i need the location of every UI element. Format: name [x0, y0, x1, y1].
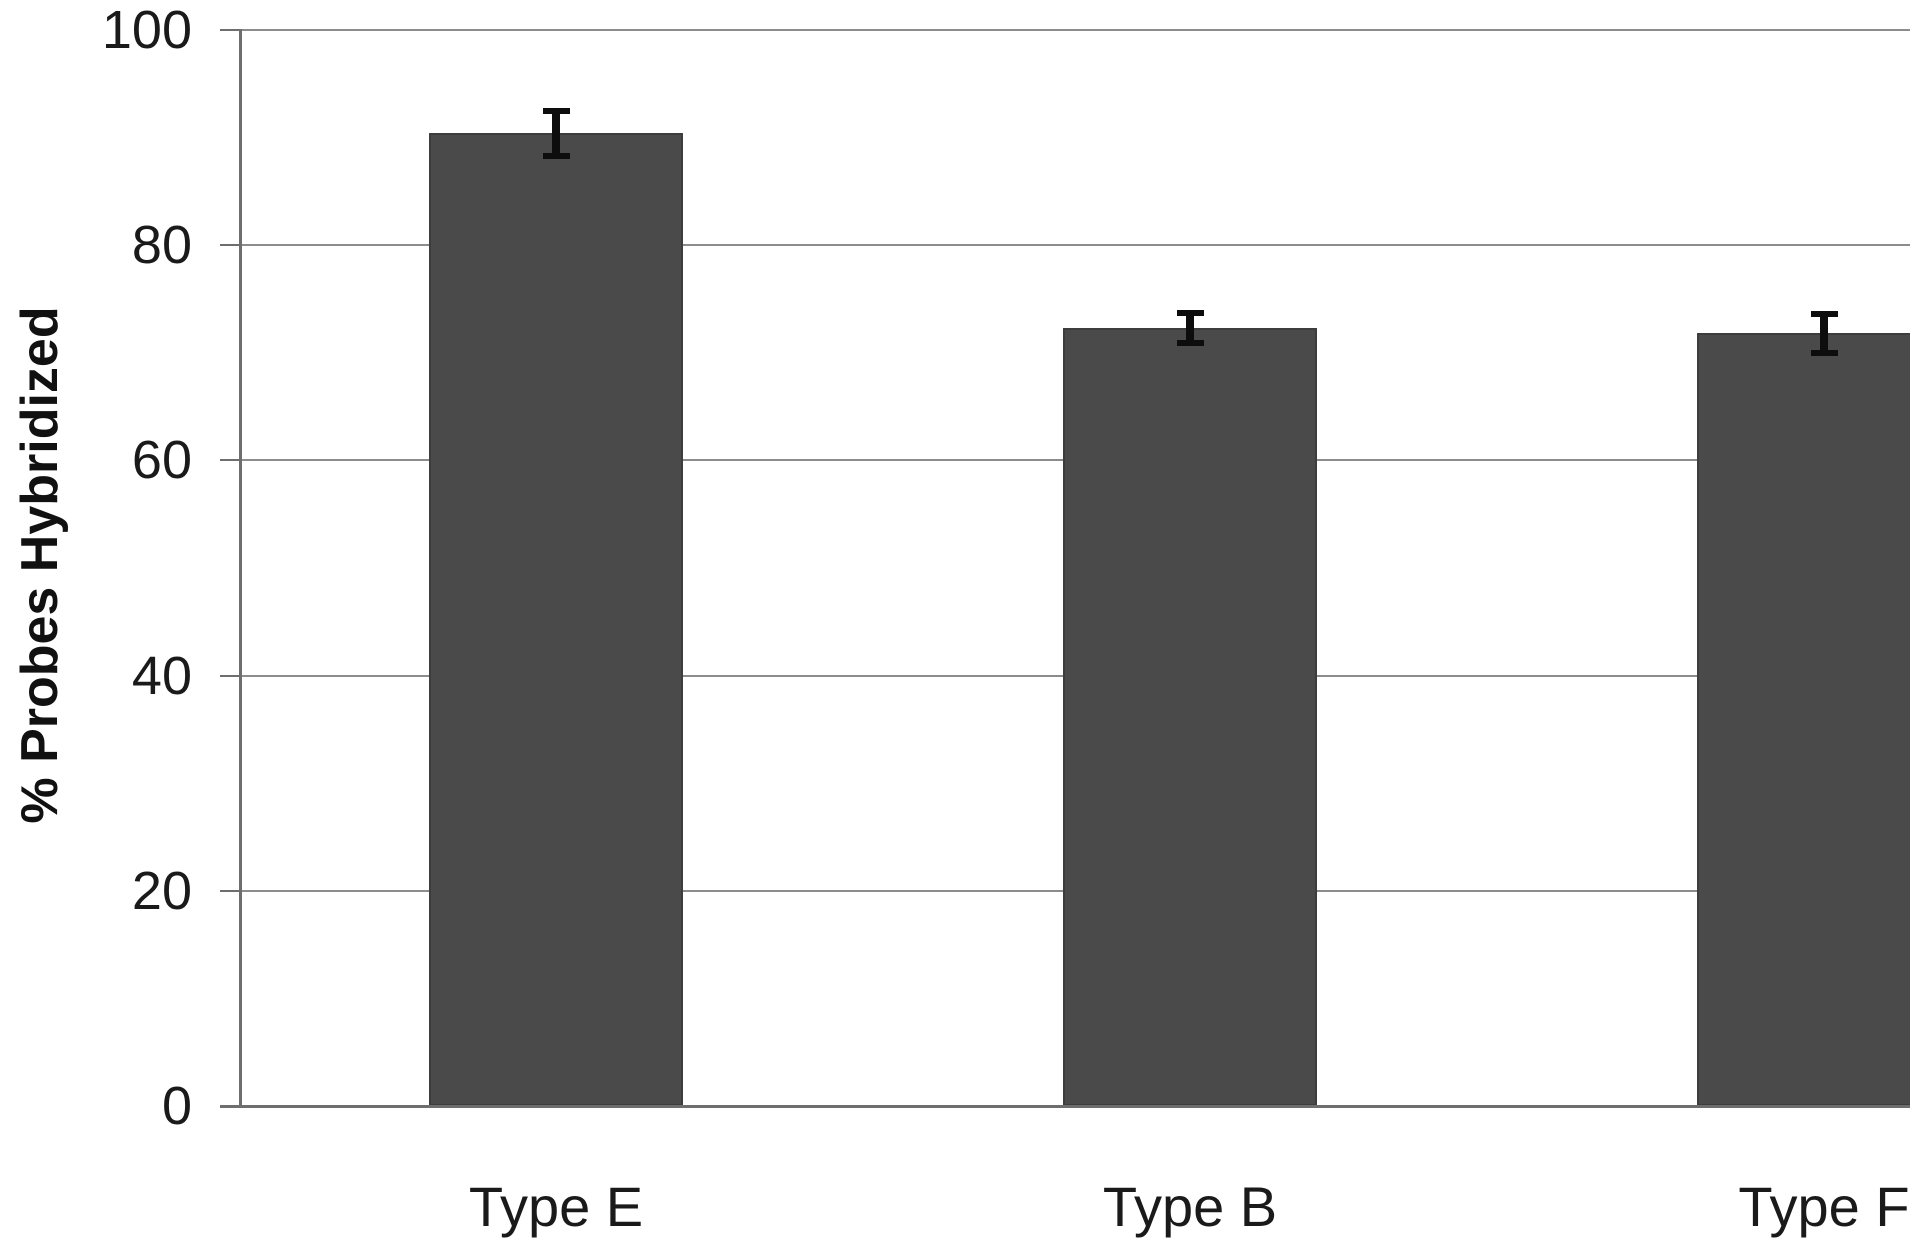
error-bar-top-cap [542, 107, 570, 114]
error-bar-stroke [1820, 314, 1828, 353]
y-tick-label-40: 40 [131, 645, 192, 706]
y-tick-label-0: 0 [161, 1076, 192, 1136]
x-category-label-type-f: Type F [1738, 1175, 1910, 1238]
plot-area [240, 28, 1910, 1106]
gridline-100 [240, 29, 1910, 31]
y-tick-100 [220, 29, 240, 31]
error-bar-stroke [1186, 312, 1194, 344]
x-category-label-type-e: Type E [468, 1175, 644, 1238]
error-bar-bottom-cap [1176, 340, 1204, 347]
y-tick-label-60: 60 [131, 430, 192, 491]
bar-type-b [1063, 328, 1317, 1106]
y-tick-label-100: 100 [101, 0, 192, 60]
y-axis-title: % Probes Hybridized [11, 306, 69, 824]
y-tick-label-20: 20 [131, 860, 192, 921]
error-bar-top-cap [1810, 311, 1838, 318]
error-bar-top-cap [1176, 309, 1204, 316]
y-tick-80 [220, 244, 240, 247]
y-tick-40 [220, 674, 240, 677]
gridline-80 [240, 244, 1910, 247]
error-bar-stroke [552, 110, 560, 156]
y-tick-20 [220, 889, 240, 892]
x-category-label-type-b: Type B [1102, 1175, 1278, 1238]
y-tick-label-80: 80 [131, 215, 192, 276]
y-tick-60 [220, 459, 240, 462]
x-axis-line [220, 1104, 1910, 1108]
error-bar-bottom-cap [1810, 349, 1838, 356]
bar-type-f [1697, 333, 1910, 1106]
y-axis-line [238, 29, 242, 1108]
bar-type-e [429, 133, 683, 1106]
error-bar-bottom-cap [542, 152, 570, 159]
